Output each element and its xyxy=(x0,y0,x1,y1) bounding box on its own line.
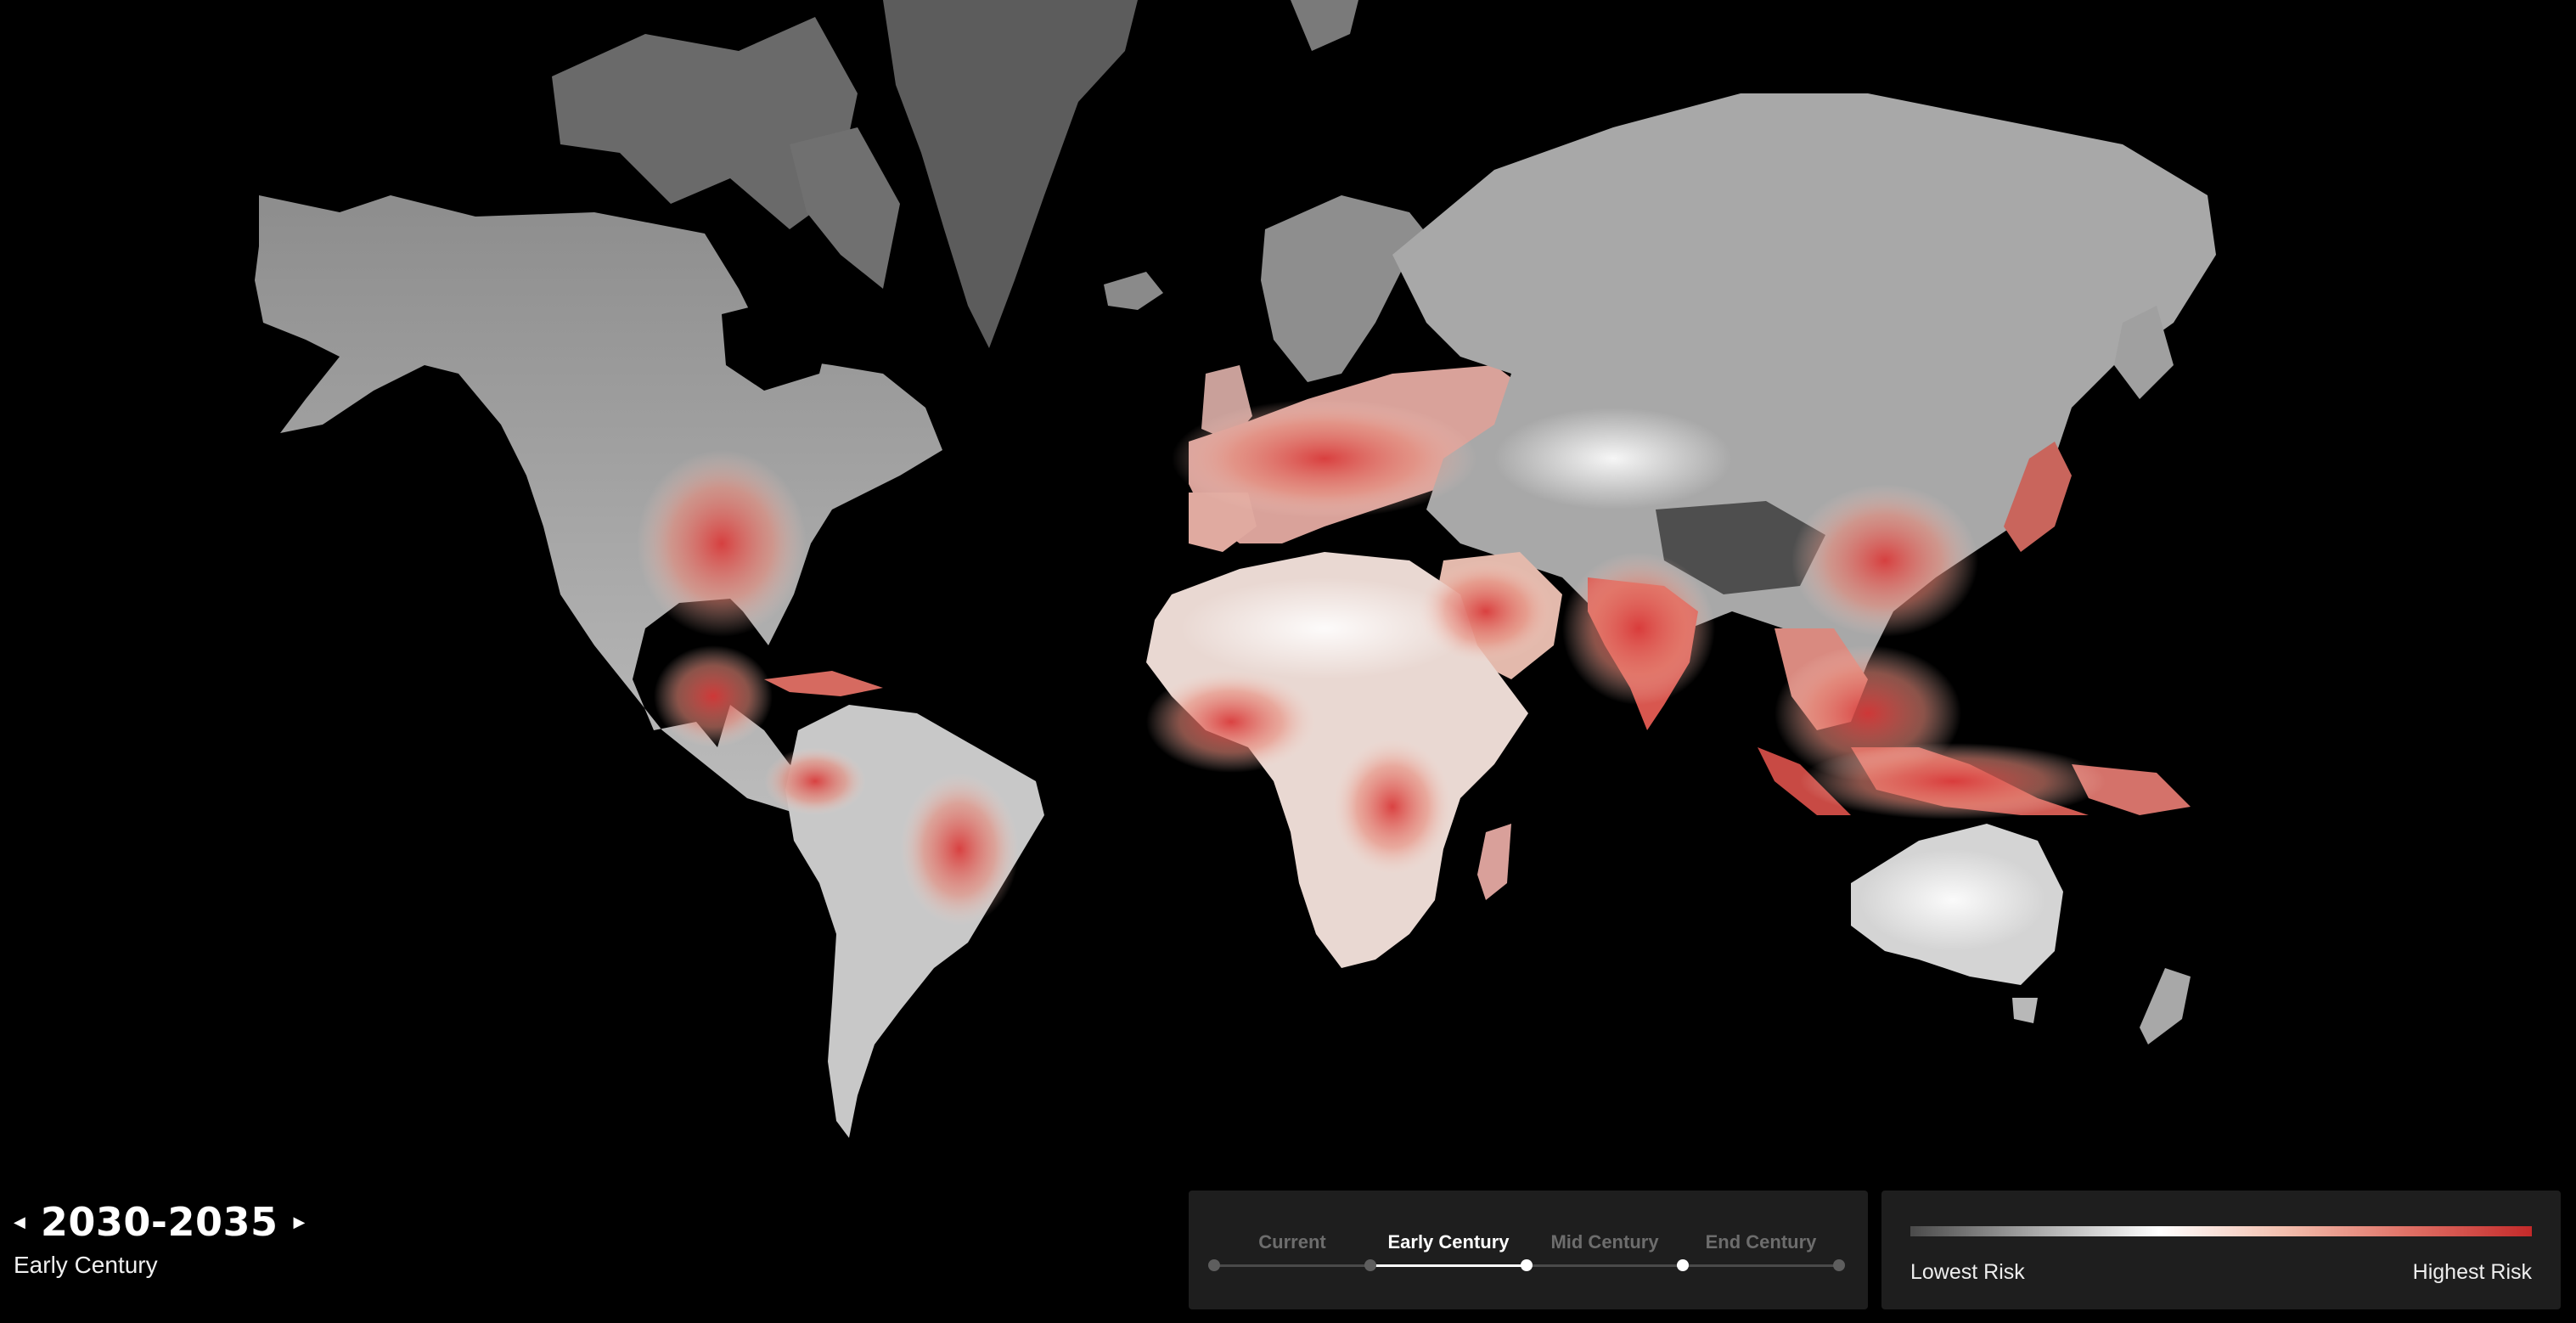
timeline-stage-early-century[interactable]: Early Century xyxy=(1387,1231,1510,1253)
tibetan-plateau xyxy=(1656,501,1825,594)
baffin-island xyxy=(790,127,900,289)
north-america xyxy=(255,195,942,815)
cuba xyxy=(764,671,883,696)
new-zealand xyxy=(2140,968,2191,1044)
period-years: 2030-2035 xyxy=(40,1199,278,1245)
timeline-panel: Current Early Century Mid Century End Ce… xyxy=(1189,1191,1868,1309)
timeline-stage-end-century[interactable]: End Century xyxy=(1705,1231,1817,1253)
svalbard xyxy=(1291,0,1358,51)
hotspot-india xyxy=(1562,552,1715,705)
madagascar xyxy=(1477,824,1511,900)
timeline-dot[interactable] xyxy=(1364,1259,1376,1271)
risk-hotspots xyxy=(637,399,2106,951)
hotspot-europe xyxy=(1172,399,1477,518)
timeline-dot[interactable] xyxy=(1833,1259,1845,1271)
next-period-arrow-icon[interactable]: ▶ xyxy=(293,1213,306,1230)
greenland xyxy=(883,0,1138,348)
timeline-track-segment xyxy=(1527,1264,1683,1267)
lowrisk-sahara xyxy=(1180,577,1469,679)
timeline-dot[interactable] xyxy=(1521,1259,1533,1271)
timeline-track-segment xyxy=(1214,1264,1370,1267)
hotspot-brazil-east xyxy=(900,773,1019,926)
kamchatka xyxy=(2114,306,2174,399)
scandinavia xyxy=(1261,195,1443,382)
prev-period-arrow-icon[interactable]: ◀ xyxy=(14,1213,25,1230)
risk-gradient-bar xyxy=(1910,1226,2532,1236)
timeline-stage-mid-century[interactable]: Mid Century xyxy=(1550,1231,1659,1253)
japan xyxy=(2004,442,2072,552)
hotspot-east-china xyxy=(1791,484,1978,637)
lowrisk-australia xyxy=(1859,849,2046,951)
risk-legend: Lowest Risk Highest Risk xyxy=(1881,1191,2561,1309)
asia xyxy=(1392,93,2216,705)
iceland xyxy=(1104,272,1163,310)
period-label: Early Century xyxy=(14,1252,158,1278)
hotspot-mexico-central-america xyxy=(654,645,773,747)
hudson-bay xyxy=(722,297,832,391)
hotspot-eastern-us xyxy=(637,450,807,637)
legend-low-label: Lowest Risk xyxy=(1910,1260,2025,1284)
period-navigator: ◀ 2030-2035 ▶ Early Century xyxy=(14,1199,305,1279)
world-risk-map[interactable] xyxy=(0,0,2576,1189)
timeline-stage-current[interactable]: Current xyxy=(1258,1231,1326,1253)
lowrisk-central-asia xyxy=(1494,408,1732,509)
legend-high-label: Highest Risk xyxy=(2412,1260,2532,1284)
hotspot-indonesia xyxy=(1800,743,2106,819)
tasmania xyxy=(2012,998,2038,1023)
arctic-islands xyxy=(552,17,858,229)
period-row: ◀ 2030-2035 ▶ xyxy=(14,1199,305,1245)
hotspot-caribbean-coast xyxy=(764,747,866,815)
timeline-track-segment xyxy=(1370,1264,1527,1267)
timeline-dot[interactable] xyxy=(1208,1259,1220,1271)
timeline-track-segment xyxy=(1683,1264,1839,1267)
timeline-dot[interactable] xyxy=(1677,1259,1689,1271)
hotspot-west-africa xyxy=(1146,671,1316,773)
hotspot-east-africa xyxy=(1333,739,1452,875)
